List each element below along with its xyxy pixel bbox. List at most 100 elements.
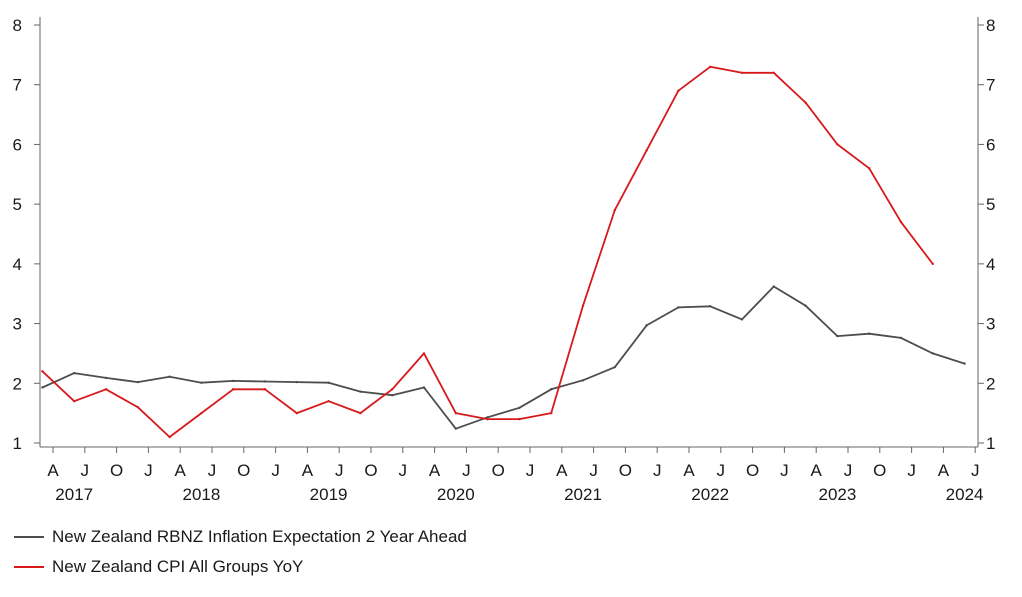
- data-point-inflation-expectation: [454, 427, 457, 430]
- legend-label-expectation: New Zealand RBNZ Inflation Expectation 2…: [52, 527, 467, 546]
- x-tick-label: A: [811, 461, 823, 480]
- data-point-cpi-yoy: [868, 167, 871, 170]
- data-point-inflation-expectation: [868, 332, 871, 335]
- data-point-inflation-expectation: [772, 285, 775, 288]
- data-point-cpi-yoy: [677, 89, 680, 92]
- data-point-cpi-yoy: [263, 388, 267, 391]
- x-year-label: 2022: [691, 485, 729, 504]
- data-point-cpi-yoy: [136, 405, 139, 409]
- x-tick-label: J: [81, 461, 90, 480]
- data-point-cpi-yoy: [295, 411, 298, 415]
- data-point-inflation-expectation: [613, 365, 616, 369]
- data-point-cpi-yoy: [168, 435, 171, 439]
- x-tick-label: J: [335, 461, 344, 480]
- x-tick-label: A: [938, 461, 950, 480]
- data-point-inflation-expectation: [677, 306, 680, 309]
- data-point-cpi-yoy: [327, 400, 330, 403]
- data-point-inflation-expectation: [486, 416, 489, 419]
- data-point-cpi-yoy: [804, 101, 807, 104]
- data-point-inflation-expectation: [168, 375, 171, 378]
- data-point-inflation-expectation: [581, 379, 585, 382]
- data-point-inflation-expectation: [899, 336, 903, 340]
- data-point-cpi-yoy: [550, 411, 553, 415]
- y-tick-label-left: 5: [13, 195, 22, 214]
- x-tick-label: O: [492, 461, 505, 480]
- data-point-inflation-expectation: [359, 390, 362, 393]
- data-point-cpi-yoy: [836, 143, 839, 146]
- data-point-inflation-expectation: [645, 324, 648, 327]
- series-line-cpi-yoy: [41, 65, 934, 438]
- x-tick-label: A: [683, 461, 695, 480]
- data-point-cpi-yoy: [454, 411, 457, 415]
- data-point-cpi-yoy: [581, 304, 585, 307]
- y-tick-label-left: 1: [13, 434, 22, 453]
- x-tick-label: A: [556, 461, 568, 480]
- x-tick-label: A: [302, 461, 314, 480]
- y-tick-label-left: 3: [13, 315, 22, 334]
- x-tick-label: J: [653, 461, 662, 480]
- data-point-cpi-yoy: [41, 370, 44, 373]
- y-tick-label-right: 6: [986, 135, 995, 154]
- x-tick-label: O: [746, 461, 759, 480]
- data-point-cpi-yoy: [709, 65, 712, 69]
- x-tick-label: J: [208, 461, 217, 480]
- data-point-inflation-expectation: [232, 379, 235, 383]
- x-year-label: 2020: [437, 485, 475, 504]
- x-tick-label: J: [462, 461, 471, 480]
- x-tick-label: O: [364, 461, 377, 480]
- legend-item-expectation: New Zealand RBNZ Inflation Expectation 2…: [14, 522, 467, 552]
- x-tick-label: J: [271, 461, 280, 480]
- data-point-cpi-yoy: [104, 388, 108, 391]
- line-chart: 1 1 2 2 3 3 4 4 5 5 6 6 7 7 8 8 A J O J A J O J A J O J A J O J A J O J A J O J…: [13, 16, 996, 504]
- data-point-cpi-yoy: [931, 262, 934, 266]
- data-point-inflation-expectation: [327, 381, 330, 384]
- data-point-inflation-expectation: [422, 386, 426, 389]
- x-tick-label: J: [907, 461, 916, 480]
- y-tick-label-left: 7: [13, 76, 22, 95]
- y-tick-label-right: 8: [986, 16, 995, 35]
- x-year-label: 2021: [564, 485, 602, 504]
- data-point-cpi-yoy: [899, 220, 903, 224]
- y-tick-label-left: 2: [13, 374, 22, 393]
- legend-swatch-expectation: [14, 536, 44, 538]
- data-point-inflation-expectation: [136, 380, 139, 384]
- data-point-cpi-yoy: [391, 388, 394, 391]
- y-tick-label-right: 1: [986, 434, 995, 453]
- x-tick-label: A: [47, 461, 59, 480]
- x-tick-label: J: [144, 461, 153, 480]
- data-point-inflation-expectation: [73, 371, 76, 375]
- x-year-label: 2017: [55, 485, 93, 504]
- data-point-cpi-yoy: [73, 400, 76, 403]
- x-tick-label: O: [237, 461, 250, 480]
- data-point-cpi-yoy: [422, 352, 426, 355]
- data-point-inflation-expectation: [263, 380, 267, 383]
- data-point-inflation-expectation: [391, 394, 394, 397]
- x-tick-label: J: [589, 461, 598, 480]
- legend-item-cpi: New Zealand CPI All Groups YoY: [14, 552, 467, 582]
- data-point-inflation-expectation: [963, 362, 966, 365]
- y-tick-label-right: 2: [986, 374, 995, 393]
- data-point-cpi-yoy: [232, 388, 235, 391]
- x-tick-label: J: [844, 461, 853, 480]
- legend-swatch-cpi: [14, 566, 44, 568]
- data-point-cpi-yoy: [740, 71, 744, 74]
- x-tick-label: O: [110, 461, 123, 480]
- x-year-label: 2023: [818, 485, 856, 504]
- data-point-cpi-yoy: [645, 149, 648, 152]
- y-tick-label-left: 4: [13, 255, 22, 274]
- x-tick-label: J: [399, 461, 408, 480]
- series-line-inflation-expectation: [42, 285, 965, 430]
- data-point-inflation-expectation: [295, 380, 298, 384]
- x-tick-label: J: [526, 461, 535, 480]
- x-tick-label: A: [175, 461, 187, 480]
- y-tick-label-right: 7: [986, 76, 995, 95]
- x-tick-label: O: [619, 461, 632, 480]
- data-point-inflation-expectation: [200, 381, 203, 384]
- data-point-inflation-expectation: [804, 304, 807, 307]
- chart-axes: 1 1 2 2 3 3 4 4 5 5 6 6 7 7 8 8 A J O J A J O J A J O J A J O J A J O J A J O J…: [13, 16, 996, 504]
- y-tick-label-right: 3: [986, 315, 995, 334]
- x-tick-label: J: [780, 461, 789, 480]
- y-tick-label-right: 5: [986, 195, 995, 214]
- x-tick-label: J: [971, 461, 980, 480]
- data-point-inflation-expectation: [550, 388, 553, 391]
